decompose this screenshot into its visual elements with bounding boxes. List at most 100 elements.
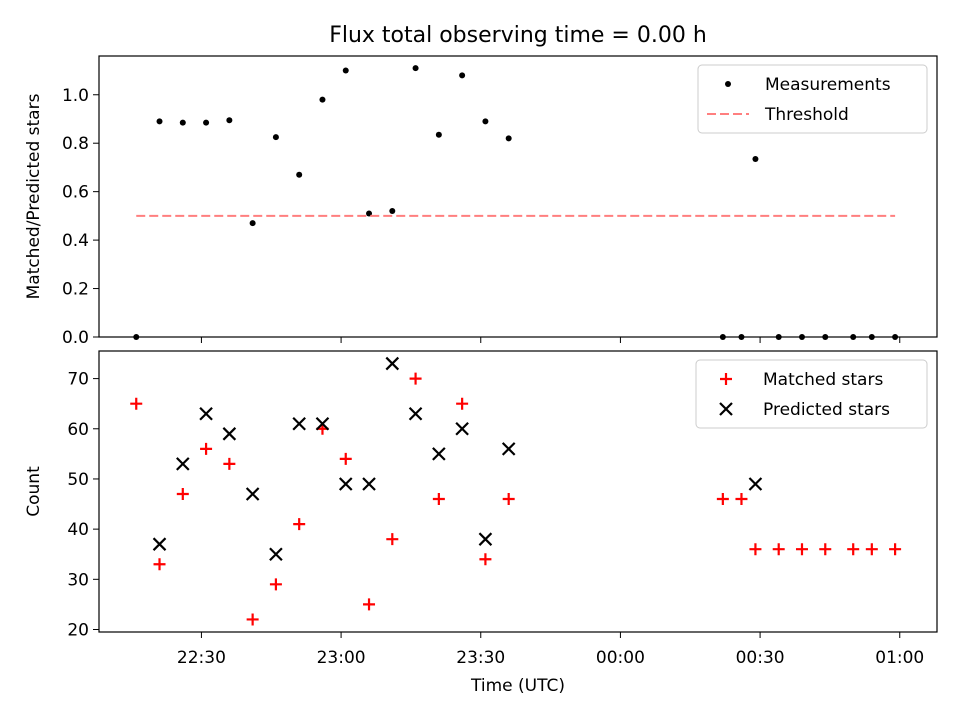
data-point (735, 493, 748, 506)
data-point (246, 613, 259, 626)
data-point (363, 598, 376, 611)
data-point (386, 533, 399, 546)
data-point (133, 334, 140, 340)
legend-label: Matched stars (763, 370, 883, 390)
panel-top-ratio: 0.0 0.2 0.4 0.6 0.8 1.0 Matched/Predicted star… (24, 55, 938, 348)
data-point (338, 477, 353, 491)
y-tick-label: 0.6 (62, 183, 89, 203)
data-point (269, 578, 282, 591)
data-point (432, 447, 446, 461)
data-point (798, 334, 805, 340)
x-tick-label: 23:00 (317, 648, 366, 668)
axes-frame (98, 55, 938, 338)
data-point (292, 416, 306, 431)
data-point (272, 134, 279, 141)
data-point (479, 553, 492, 566)
data-point (749, 543, 762, 556)
data-point (319, 96, 326, 103)
y-tick-label: 20 (67, 620, 89, 640)
series-measurements (133, 65, 899, 340)
data-point (847, 543, 860, 556)
y-tick-label: 60 (67, 420, 89, 440)
data-point (156, 118, 163, 125)
data-point (459, 72, 466, 79)
series-predicted-stars (152, 356, 763, 562)
panel-bottom-counts: 20 30 40 50 60 70 22:30 23:00 23:30 00:00 00:30 01:… (24, 350, 938, 696)
series-matched-stars (130, 372, 902, 626)
legend-label: Measurements (765, 75, 891, 95)
data-point (456, 397, 469, 410)
y-tick-label: 0.8 (62, 134, 89, 154)
data-point (748, 477, 763, 491)
data-point (249, 220, 256, 227)
data-point (200, 442, 213, 455)
data-point (455, 421, 469, 436)
data-point (738, 334, 745, 340)
y-tick-label: 1.0 (62, 86, 89, 106)
data-point (752, 155, 759, 162)
x-tick-label: 00:30 (736, 648, 785, 668)
legend-frame (695, 359, 928, 429)
data-point (342, 67, 349, 74)
x-tick-label: 23:30 (456, 648, 505, 668)
axes-frame (98, 350, 938, 633)
legend-frame (697, 64, 928, 134)
data-point (245, 487, 260, 501)
data-point (339, 452, 352, 465)
data-point (176, 457, 190, 471)
data-point (435, 131, 442, 138)
legend-marker (720, 373, 732, 385)
y-tick-label: 0.2 (62, 280, 89, 300)
data-point (819, 543, 832, 556)
data-point (409, 372, 422, 385)
x-tick-label: 22:30 (177, 648, 226, 668)
legend-label: Threshold (764, 105, 849, 125)
legend-label: Predicted stars (763, 400, 890, 420)
chart-title: Flux total observing time = 0.00 h (329, 23, 707, 48)
data-point (850, 334, 857, 340)
y-tick-label: 0.4 (62, 231, 89, 251)
data-point (296, 171, 303, 178)
data-point (501, 442, 516, 456)
data-point (293, 518, 306, 531)
data-point (772, 543, 785, 556)
data-point (775, 334, 782, 340)
data-point (269, 547, 283, 562)
legend: Measurements Threshold (697, 64, 928, 134)
data-point (478, 532, 493, 546)
x-tick-label: 00:00 (596, 648, 645, 668)
legend-marker (719, 402, 733, 416)
data-point (795, 543, 808, 556)
legend-marker (725, 81, 731, 87)
data-point (408, 406, 423, 421)
data-point (223, 457, 236, 470)
data-point (203, 119, 210, 126)
y-tick-label: 70 (67, 370, 89, 390)
data-point (176, 488, 189, 501)
data-point (889, 543, 902, 556)
data-point (482, 118, 489, 125)
y-tick-label: 30 (67, 570, 89, 590)
y-tick-label: 0.0 (62, 328, 89, 348)
data-point (502, 493, 515, 506)
data-point (153, 558, 166, 571)
y-tick-label: 50 (67, 470, 89, 490)
x-axis-label: Time (UTC) (470, 676, 565, 696)
y-tick-label: 40 (67, 520, 89, 540)
data-point (179, 119, 186, 126)
data-point (389, 208, 396, 215)
x-tick-label: 01:00 (875, 648, 924, 668)
data-point (822, 334, 829, 340)
data-point (719, 334, 726, 340)
data-point (412, 65, 419, 72)
data-point (868, 334, 875, 340)
data-point (152, 537, 167, 551)
data-point (385, 356, 400, 371)
data-point (130, 397, 143, 410)
data-point (199, 406, 213, 421)
data-point (226, 117, 233, 124)
data-point (865, 543, 878, 556)
data-point (362, 477, 376, 491)
